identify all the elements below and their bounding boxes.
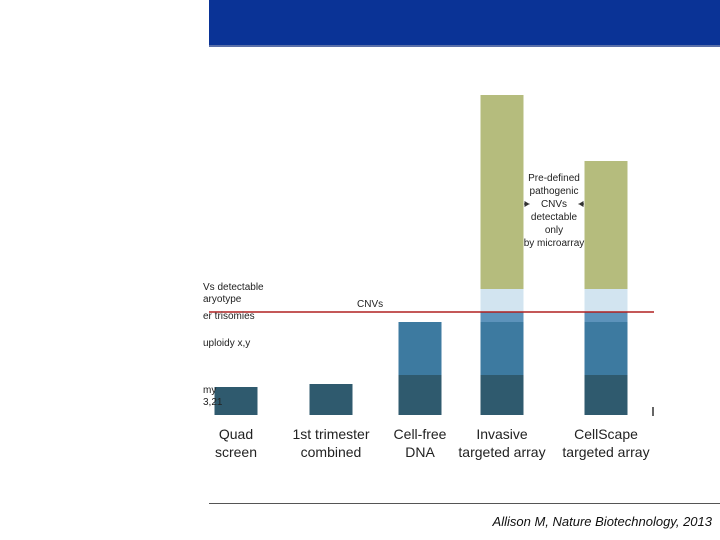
bar-segment (480, 289, 524, 312)
annotation-text: Pre-defined (528, 173, 580, 184)
bar-segment (309, 384, 353, 415)
x-tick-label: targeted array (458, 444, 545, 460)
annotation-arrowhead (578, 201, 584, 207)
left-category-label: my (203, 385, 216, 396)
bar-segment (584, 322, 628, 375)
left-category-label: Vs detectable (203, 282, 264, 293)
x-tick-label: Quad (219, 426, 253, 442)
threshold-group: CNVs (209, 299, 654, 313)
left-category-label: 3,21 (203, 397, 223, 408)
annotation-arrowhead (524, 201, 530, 207)
bar-segment (584, 312, 628, 322)
left-category-label: aryotype (203, 294, 242, 305)
x-tick-label: combined (301, 444, 362, 460)
threshold-label: CNVs (357, 299, 383, 310)
bar-segment (584, 375, 628, 415)
citation-text: Allison M, Nature Biotechnology, 2013 (492, 514, 712, 529)
bar-segment (584, 161, 628, 289)
bar-segment (480, 322, 524, 375)
x-tick-label: screen (215, 444, 257, 460)
footer-divider (209, 503, 720, 504)
header-banner (209, 0, 720, 47)
annotation-text: only (545, 225, 563, 236)
annotation-text: detectable (531, 212, 578, 223)
bar-segment (398, 322, 442, 375)
x-labels-group: Quad screen 1st trimester combined Cell-free… (215, 426, 650, 460)
x-tick-label: 1st trimester (292, 426, 369, 442)
bar-segment (398, 375, 442, 415)
x-tick-label: Invasive (476, 426, 528, 442)
x-tick-label: DNA (405, 444, 435, 460)
annotation-text: pathogenic (530, 186, 579, 197)
bars-group (214, 95, 628, 415)
annotation-group: Pre-defined pathogenic CNVs detectable only b… (524, 173, 585, 249)
x-tick-label: targeted array (562, 444, 649, 460)
bar-segment (480, 312, 524, 322)
left-category-label: uploidy x,y (203, 338, 250, 349)
bar-segment (584, 289, 628, 312)
annotation-text: CNVs (541, 199, 567, 210)
x-tick-label: CellScape (574, 426, 638, 442)
annotation-text: by microarray (524, 238, 585, 249)
bar-segment (214, 387, 258, 415)
bar-segment (480, 95, 524, 289)
bar-segment (480, 375, 524, 415)
left-category-label: er trisomies (203, 311, 255, 322)
x-tick-label: Cell-free (394, 426, 447, 442)
